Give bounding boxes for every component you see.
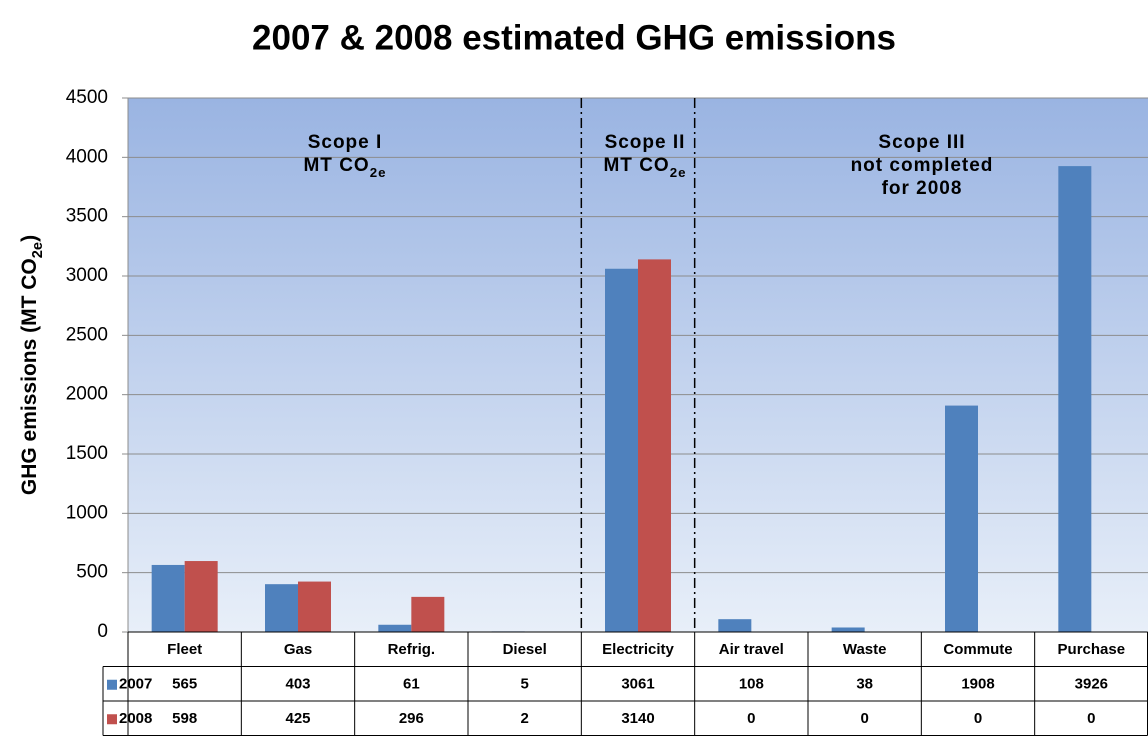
subscript: 2e [30,242,46,258]
table-value: 61 [403,676,420,693]
y-tick-label: 2000 [66,384,108,405]
bar [945,405,978,632]
y-tick-label: 1000 [66,502,108,523]
annotation: not completed [851,155,994,176]
y-tick-label: 0 [97,621,108,642]
text-part: Scope III [878,132,965,153]
x-tick-label: Fleet [167,641,202,658]
x-tick-label: Air travel [719,641,784,658]
table-value: 565 [172,676,197,693]
x-tick-label: Electricity [602,641,674,658]
table-value: 0 [860,710,868,727]
legend-swatch [107,714,117,725]
text-part: MT CO [603,155,669,176]
bar [298,581,331,632]
x-tick-label: Purchase [1058,641,1126,658]
text-part: MT CO [303,155,369,176]
text-part: not completed [851,155,994,176]
table-value: 0 [974,710,982,727]
bar [718,619,752,632]
subscript: 2e [370,165,387,180]
bar [378,624,412,632]
table-value: 3140 [621,710,654,727]
table-value: 0 [1087,710,1095,727]
table-value: 5 [520,676,528,693]
table-value: 425 [285,710,310,727]
table-value: 3061 [621,676,654,693]
x-tick-label: Waste [843,641,887,658]
table-value: 2 [520,710,528,727]
y-tick-label: 1500 [66,443,108,464]
chart-title: 2007 & 2008 estimated GHG emissions [252,18,896,57]
annotation: Scope III [878,132,965,153]
annotation: for 2008 [882,178,963,199]
bar [638,259,671,632]
annotation: MT CO2e [303,155,386,180]
y-tick-label: 4500 [66,87,108,108]
bar [605,268,638,632]
annotation: Scope II [605,132,686,153]
y-tick-label: 2500 [66,324,108,345]
bar [1058,166,1092,632]
y-axis-label: GHG emissions (MT CO2e) [18,235,46,495]
legend-label: 2008 [119,710,152,727]
annotation: Scope I [308,132,383,153]
text-part: Scope II [605,132,686,153]
table-value: 403 [285,676,310,693]
bar [184,561,218,632]
x-tick-label: Gas [284,641,312,658]
table-value: 1908 [961,676,994,693]
y-tick-label: 3500 [66,206,108,227]
subscript: 2e [670,165,687,180]
table-value: 598 [172,710,197,727]
bar [151,564,185,632]
text-part: ) [18,235,41,242]
bar [831,627,865,632]
x-tick-label: Commute [943,641,1012,658]
table-value: 0 [747,710,755,727]
x-tick-label: Diesel [503,641,547,658]
text-part: for 2008 [882,178,963,199]
y-tick-label: 4000 [66,146,108,167]
legend-swatch [107,679,117,690]
annotation: MT CO2e [603,155,686,180]
text-part: Scope I [308,132,383,153]
x-tick-label: Refrig. [388,641,436,658]
bar [265,584,298,632]
y-tick-label: 3000 [66,265,108,286]
text-part: GHG emissions (MT CO [18,258,41,495]
table-value: 296 [399,710,424,727]
legend-label: 2007 [119,676,152,693]
table-value: 3926 [1075,676,1108,693]
bar [411,596,445,632]
y-tick-label: 500 [76,562,108,583]
table-value: 108 [739,676,764,693]
table-value: 38 [856,676,873,693]
